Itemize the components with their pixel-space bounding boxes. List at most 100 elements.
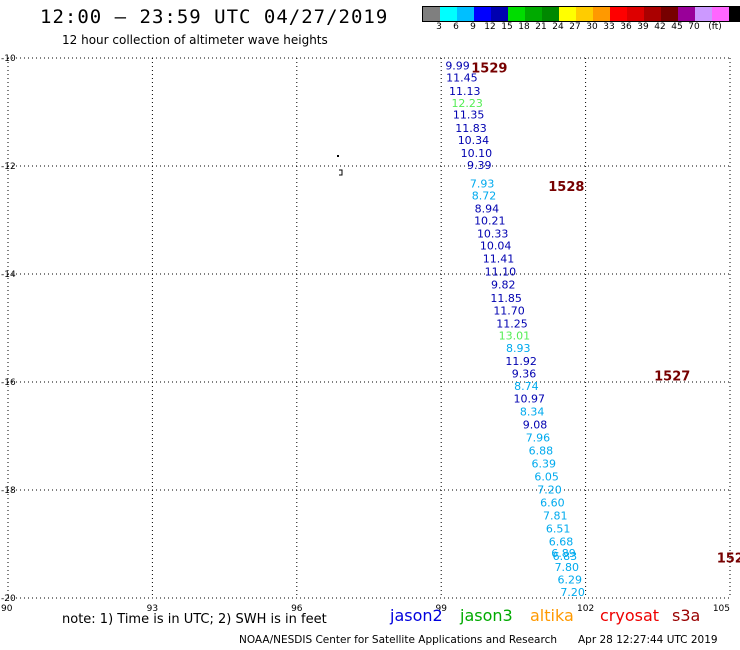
color-swatch-0 <box>423 7 440 21</box>
color-scale-label: 33 <box>603 22 615 32</box>
lat-tick-label: -20 <box>1 594 16 604</box>
wave-height-label: 11.83 <box>455 122 487 135</box>
color-swatch-2 <box>457 7 474 21</box>
satellite-legend-jason3: jason3 <box>460 606 513 625</box>
satellite-legend-jason2: jason2 <box>390 606 443 625</box>
wave-height-label: 11.10 <box>485 265 517 278</box>
color-swatch-9 <box>576 7 593 21</box>
wave-height-label: 10.34 <box>458 134 490 147</box>
wave-height-label: 10.97 <box>514 393 546 406</box>
color-scale-label: 9 <box>470 22 476 32</box>
wave-height-label: 7.81 <box>543 509 568 522</box>
color-swatch-11 <box>610 7 627 21</box>
color-scale-label: 6 <box>453 22 459 32</box>
color-swatch-13 <box>644 7 661 21</box>
wave-height-label: 10.04 <box>480 239 512 252</box>
wave-height-label: 7.20 <box>560 586 585 599</box>
wave-height-label: 11.13 <box>449 85 481 98</box>
lat-tick-label: -12 <box>1 162 16 172</box>
color-swatch-18 <box>729 7 740 21</box>
color-swatch-7 <box>542 7 559 21</box>
satellite-legend-s3a: s3a <box>672 606 701 625</box>
lon-tick-label: 105 <box>713 604 730 614</box>
wave-height-label: 9.36 <box>512 367 537 380</box>
color-swatch-16 <box>695 7 712 21</box>
wave-height-label: 9.08 <box>523 419 548 432</box>
island-dot <box>337 155 339 157</box>
color-swatch-5 <box>508 7 525 21</box>
lon-tick-label: 99 <box>435 604 447 614</box>
wave-height-label: 7.96 <box>526 432 551 445</box>
wave-height-label: 9.82 <box>491 278 516 291</box>
color-scale-label: (ft) <box>708 22 722 32</box>
color-scale-label: 21 <box>535 22 547 32</box>
map-grid <box>7 57 731 599</box>
color-scale-labels: 3 6 9 12 15 18 21 24 27 30 33 36 39 42 45 70 (ft) <box>422 22 740 36</box>
wave-height-label: 6.89 <box>551 547 576 560</box>
wave-height-label: 13.01 <box>499 330 531 343</box>
color-scale-label: 24 <box>552 22 564 32</box>
pass-number-label: 1528 <box>548 180 584 195</box>
wave-height-label: 11.92 <box>505 355 537 368</box>
color-swatch-14 <box>661 7 678 21</box>
satellite-legend-altika: altika <box>530 606 574 625</box>
color-swatch-6 <box>525 7 542 21</box>
color-swatch-17 <box>712 7 729 21</box>
wave-height-label: 6.88 <box>529 445 554 458</box>
wave-height-label: 11.85 <box>490 292 522 305</box>
island-shape <box>339 169 343 176</box>
wave-height-label: 7.20 <box>537 483 562 496</box>
color-swatch-3 <box>474 7 491 21</box>
wave-height-label: 11.70 <box>493 305 525 318</box>
color-swatch-10 <box>593 7 610 21</box>
color-scale-label: 42 <box>654 22 666 32</box>
wave-height-label: 8.94 <box>475 203 500 216</box>
wave-height-label: 10.10 <box>461 147 493 160</box>
color-scale-label: 3 <box>436 22 442 32</box>
footer-credit: NOAA/NESDIS Center for Satellite Applica… <box>239 634 557 646</box>
lat-tick-label: -16 <box>1 378 16 388</box>
lat-tick-label: -14 <box>1 270 16 280</box>
map-note: note: 1) Time is in UTC; 2) SWH is in fe… <box>62 612 327 627</box>
color-swatch-4 <box>491 7 508 21</box>
color-swatch-1 <box>440 7 457 21</box>
lon-tick-label: 102 <box>577 604 594 614</box>
pass-number-label: 1526 <box>717 552 740 567</box>
wave-height-label: 6.60 <box>540 496 565 509</box>
lon-tick-label: 90 <box>1 604 13 614</box>
island-coastline <box>337 155 343 176</box>
color-swatch-15 <box>678 7 695 21</box>
wave-height-label: 8.34 <box>520 406 545 419</box>
footer-timestamp: Apr 28 12:27:44 UTC 2019 <box>578 634 718 646</box>
lat-tick-label: -18 <box>1 486 16 496</box>
wave-height-label: 11.25 <box>496 318 528 331</box>
color-scale-label: 45 <box>671 22 683 32</box>
wave-height-label: 6.39 <box>531 458 556 471</box>
wave-height-label: 6.83 <box>553 550 578 563</box>
wave-height-label: 11.41 <box>483 252 515 265</box>
page-subtitle: 12 hour collection of altimeter wave hei… <box>62 33 328 47</box>
pass-number-label: 1527 <box>654 370 690 385</box>
wave-height-label: 8.74 <box>514 380 539 393</box>
wave-height-label: 11.35 <box>453 109 485 122</box>
color-scale-label: 27 <box>569 22 581 32</box>
wave-height-label: 9.39 <box>467 159 492 172</box>
color-swatch-8 <box>559 7 576 21</box>
pass-number-label: 1529 <box>471 62 507 77</box>
color-swatch-12 <box>627 7 644 21</box>
pass-number-labels: 1529 1528 1527 1526 <box>471 62 740 567</box>
color-scale-label: 15 <box>501 22 513 32</box>
lon-tick-label: 96 <box>291 604 303 614</box>
wave-height-label: 10.33 <box>477 228 509 241</box>
wave-height-label: 8.72 <box>472 190 497 203</box>
wave-height-label: 6.29 <box>557 574 582 587</box>
wave-height-label: 7.80 <box>555 561 580 574</box>
lon-tick-label: 93 <box>147 604 158 614</box>
wave-height-label: 6.51 <box>546 522 571 535</box>
color-scale-label: 70 <box>688 22 700 32</box>
wave-height-label: 6.68 <box>549 535 574 548</box>
color-scale-bar <box>422 6 740 22</box>
wave-height-label: 10.21 <box>474 215 506 228</box>
